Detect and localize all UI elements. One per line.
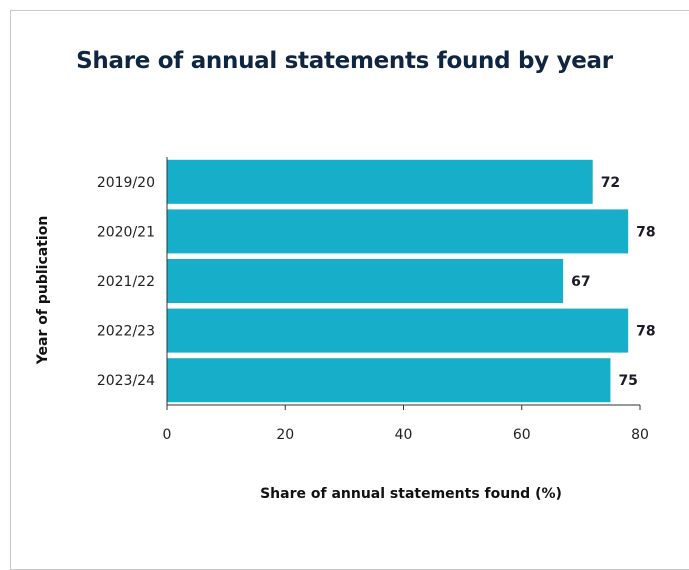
x-tick-label: 0 bbox=[163, 427, 172, 443]
y-tick-label: 2023/24 bbox=[97, 373, 155, 389]
x-tick-label: 20 bbox=[276, 427, 294, 443]
y-tick-label: 2021/22 bbox=[97, 274, 155, 290]
bar-chart: 72 78 67 78 75 2019/20 2020/21 2021/22 2022/23 2… bbox=[35, 157, 656, 502]
x-tick-label: 60 bbox=[513, 427, 531, 443]
y-axis-title: Year of publication bbox=[35, 216, 51, 366]
x-axis-title: Share of annual statements found (%) bbox=[260, 486, 562, 502]
bar-2019-20 bbox=[167, 159, 593, 204]
x-tick-label: 80 bbox=[631, 427, 649, 443]
data-label-2020-21: 78 bbox=[636, 224, 655, 240]
data-label-2019-20: 72 bbox=[601, 175, 620, 191]
y-tick-label: 2019/20 bbox=[97, 175, 155, 191]
data-label-2021-22: 67 bbox=[571, 274, 590, 290]
y-tick-label: 2020/21 bbox=[97, 224, 155, 240]
chart-title: Share of annual statements found by year bbox=[76, 48, 613, 74]
data-label-2022-23: 78 bbox=[636, 324, 655, 340]
bar-2022-23 bbox=[167, 308, 629, 353]
y-tick-label: 2022/23 bbox=[97, 324, 155, 340]
data-label-2023-24: 75 bbox=[618, 373, 637, 389]
bar-2021-22 bbox=[167, 259, 564, 303]
bar-2020-21 bbox=[167, 209, 629, 254]
x-tick-label: 40 bbox=[395, 427, 413, 443]
bar-2023-24 bbox=[167, 358, 611, 403]
